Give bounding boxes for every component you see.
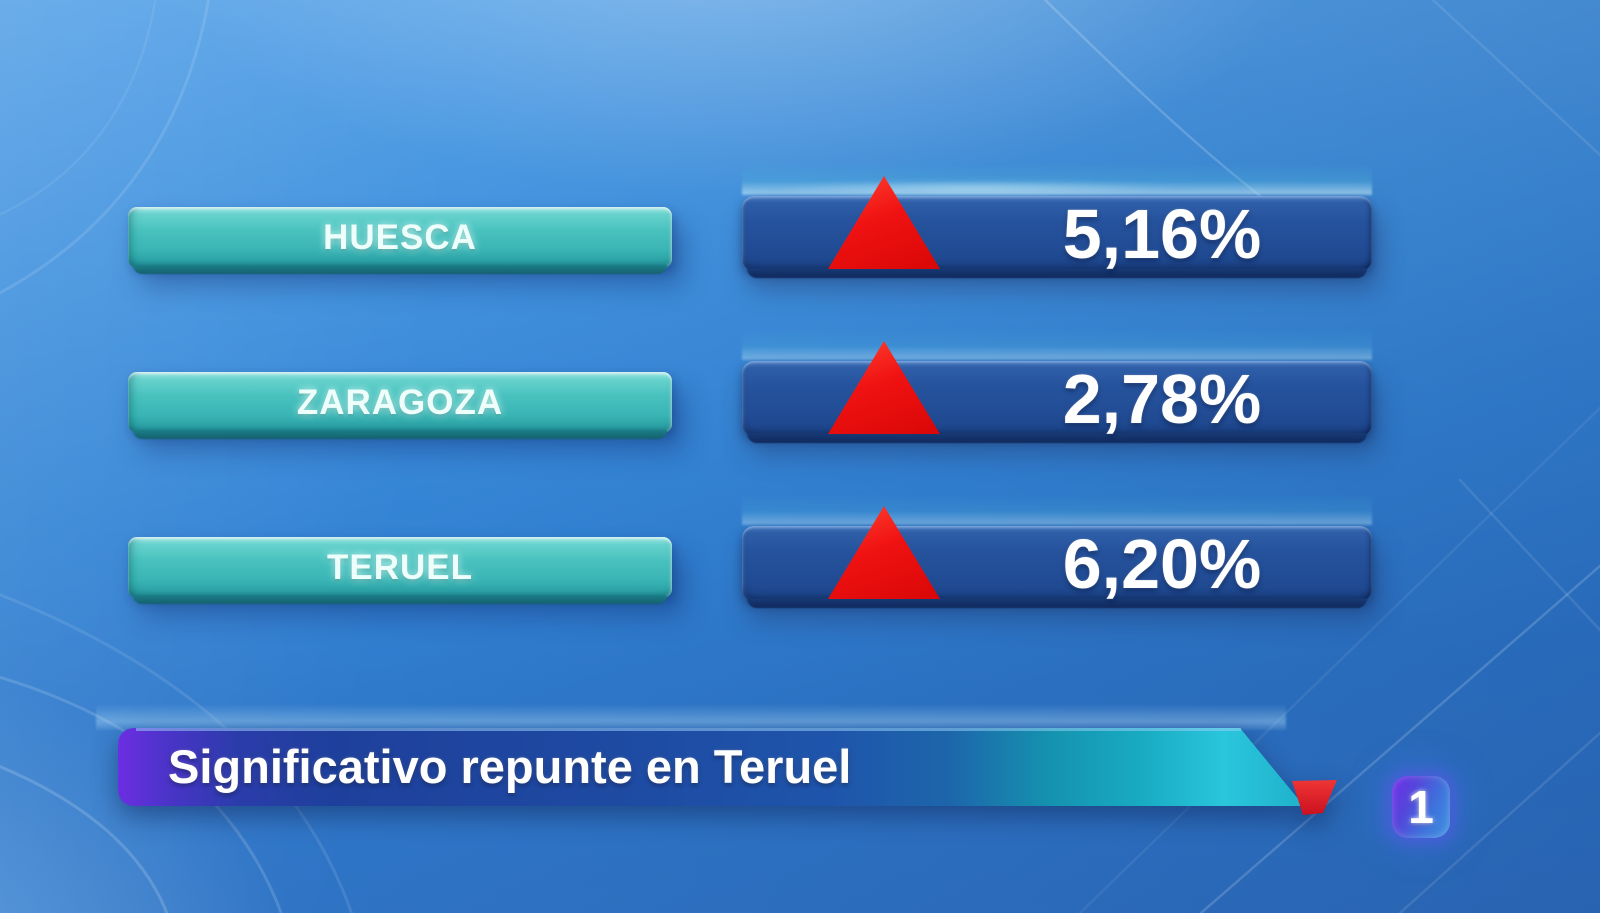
channel-1-logo-digit: 1 — [1408, 781, 1434, 833]
banner-top-glow — [96, 704, 1286, 730]
value-bar: 5,16% — [742, 176, 1372, 273]
province-label-bar: TERUEL — [128, 537, 672, 598]
value-bar: 2,78% — [742, 341, 1372, 438]
province-label-bar: ZARAGOZA — [128, 372, 672, 433]
value-bar: 6,20% — [742, 506, 1372, 603]
percent-value: 5,16% — [1062, 195, 1262, 273]
headline-text: Significativo repunte en Teruel — [168, 740, 852, 793]
data-row-zaragoza: ZARAGOZA 2,78% — [0, 328, 1600, 451]
percent-value: 2,78% — [1062, 360, 1262, 438]
data-row-teruel: TERUEL 6,20% — [0, 493, 1600, 616]
motion-sheen — [742, 328, 1372, 361]
province-name: ZARAGOZA — [296, 382, 504, 422]
data-row-huesca: HUESCA 5,16% — [0, 163, 1600, 286]
red-corner-accent-icon — [1292, 780, 1337, 815]
percent-value: 6,20% — [1062, 525, 1262, 603]
channel-1-logo: 1 — [1392, 776, 1450, 838]
motion-sheen — [742, 493, 1372, 526]
headline-banner-shape — [118, 728, 1337, 815]
motion-sheen — [742, 163, 1372, 196]
province-label-bar: HUESCA — [128, 207, 672, 268]
headline-banner: Significativo repunte en Teruel — [118, 728, 1358, 840]
province-name: HUESCA — [323, 217, 477, 257]
province-name: TERUEL — [327, 547, 473, 587]
